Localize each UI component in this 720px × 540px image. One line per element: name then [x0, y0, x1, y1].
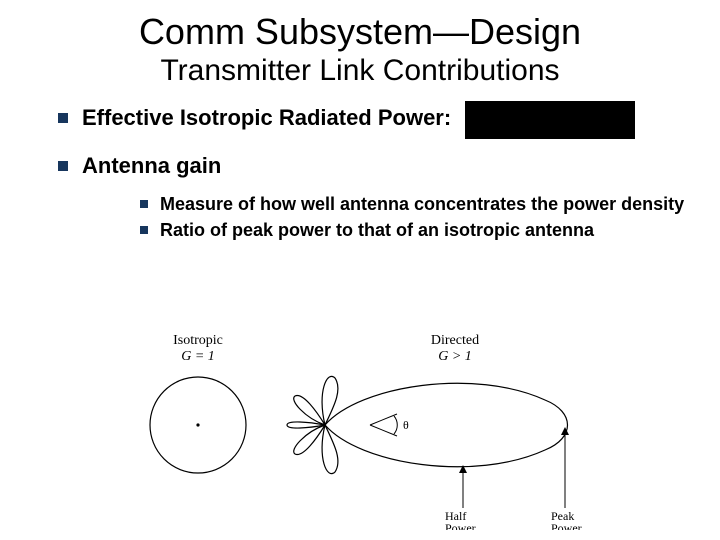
- redacted-formula-box: [465, 101, 635, 139]
- half-power-label-line2: Power: [445, 521, 476, 530]
- directed-pattern: [287, 376, 568, 473]
- bullet-sub-ratio-text: Ratio of peak power to that of an isotro…: [160, 219, 594, 242]
- half-power-arrow: [459, 465, 467, 508]
- isotropic-label: Isotropic: [173, 333, 223, 348]
- slide: Comm Subsystem—Design Transmitter Link C…: [0, 0, 720, 540]
- antenna-pattern-diagram: Isotropic G = 1 Directed G > 1: [145, 330, 625, 530]
- bullet-antenna-gain: Antenna gain: [58, 153, 690, 179]
- bullet-square-icon: [140, 200, 148, 208]
- bullet-eirp-text: Effective Isotropic Radiated Power:: [82, 105, 451, 131]
- bullet-antenna-gain-text: Antenna gain: [82, 153, 221, 179]
- bullet-square-icon: [58, 161, 68, 171]
- peak-power-label-line2: Power: [551, 521, 582, 530]
- slide-subtitle: Transmitter Link Contributions: [30, 54, 690, 87]
- slide-title: Comm Subsystem—Design: [30, 12, 690, 52]
- bullet-square-icon: [140, 226, 148, 234]
- bullet-square-icon: [58, 113, 68, 123]
- bullet-eirp: Effective Isotropic Radiated Power:: [58, 105, 690, 139]
- directed-label: Directed: [431, 333, 479, 348]
- bullet-sub-ratio: Ratio of peak power to that of an isotro…: [140, 219, 690, 242]
- bullet-sub-measure-text: Measure of how well antenna concentrates…: [160, 193, 684, 216]
- directed-gain-label: G > 1: [438, 349, 472, 364]
- isotropic-gain-label: G = 1: [181, 349, 215, 364]
- theta-wedge: [370, 414, 397, 436]
- theta-label: θ: [403, 418, 409, 432]
- isotropic-center-dot: [196, 423, 199, 426]
- bullet-sub-measure: Measure of how well antenna concentrates…: [140, 193, 690, 216]
